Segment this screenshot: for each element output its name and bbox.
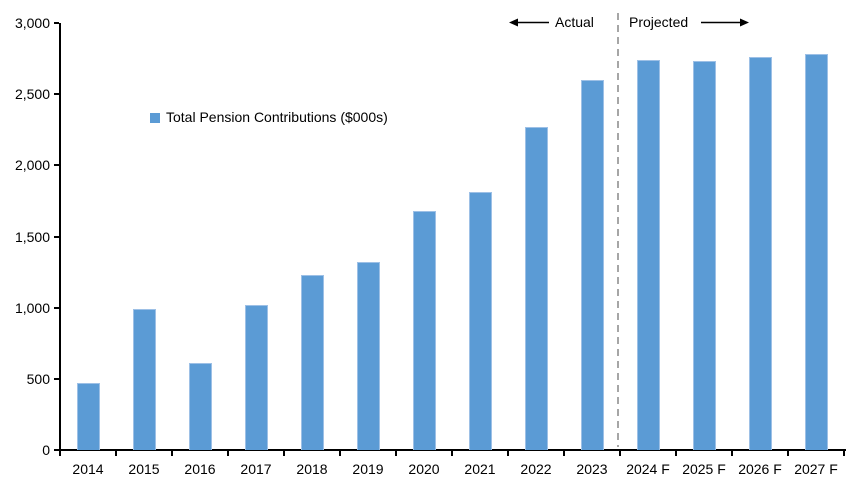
bar-2018 <box>300 274 324 450</box>
x-axis-tick <box>227 451 229 456</box>
bar-2024 F <box>636 60 660 450</box>
x-tick-label: 2018 <box>296 461 328 477</box>
x-axis-tick <box>619 451 621 456</box>
x-tick-label: 2025 F <box>682 461 726 477</box>
x-axis-tick <box>563 451 565 456</box>
x-tick-label: 2014 <box>72 461 104 477</box>
x-axis-tick <box>171 451 173 456</box>
y-axis-tick <box>54 22 59 24</box>
y-axis-tick <box>54 377 59 380</box>
x-tick-label: 2027 F <box>794 461 838 477</box>
y-axis-tick <box>54 235 59 238</box>
y-axis-tick <box>54 306 59 309</box>
bar-2014 <box>76 383 100 450</box>
y-tick-label: 1,000 <box>14 299 50 316</box>
y-axis-tick <box>54 164 59 167</box>
x-axis-tick <box>115 451 117 456</box>
x-axis-tick <box>451 451 453 456</box>
x-tick-label: 2016 <box>184 461 216 477</box>
x-axis-tick <box>395 451 397 456</box>
bar-2017 <box>244 304 268 450</box>
y-tick-label: 2,000 <box>14 157 50 174</box>
bar-2027 F <box>804 54 828 450</box>
bar-2023 <box>580 79 604 450</box>
x-tick-label: 2024 F <box>626 461 670 477</box>
bar-2020 <box>412 210 436 450</box>
actual-projected-divider-line <box>617 13 619 447</box>
y-tick-label: 2,500 <box>14 86 50 103</box>
x-tick-label: 2015 <box>128 461 160 477</box>
x-axis-line <box>59 449 846 451</box>
x-axis-tick <box>507 451 509 456</box>
bar-2025 F <box>692 61 716 450</box>
y-tick-label: 3,000 <box>14 15 50 31</box>
bar-2021 <box>468 192 492 450</box>
bar-2015 <box>132 309 156 450</box>
x-axis-tick <box>843 451 845 456</box>
x-axis-tick <box>283 451 285 456</box>
x-tick-label: 2022 <box>520 461 552 477</box>
x-tick-label: 2020 <box>408 461 440 477</box>
projected-right-arrow-icon <box>701 18 749 27</box>
y-tick-label: 0 <box>42 442 50 458</box>
legend-series-marker-icon <box>150 112 160 123</box>
actual-label: Actual <box>555 14 594 30</box>
x-axis-tick <box>339 451 341 456</box>
y-tick-label: 1,500 <box>14 228 50 245</box>
actual-left-arrow-icon <box>509 18 549 27</box>
legend-series-label: Total Pension Contributions ($000s) <box>166 109 388 125</box>
bar-2016 <box>188 363 212 450</box>
x-tick-label: 2017 <box>240 461 272 477</box>
x-tick-label: 2023 <box>576 461 608 477</box>
x-axis-tick <box>59 451 61 456</box>
bar-2026 F <box>748 57 772 450</box>
legend: Total Pension Contributions ($000s) <box>150 109 388 126</box>
x-axis-tick <box>675 451 677 456</box>
x-tick-label: 2026 F <box>738 461 782 477</box>
y-axis-tick <box>54 93 59 96</box>
x-axis-tick <box>731 451 733 456</box>
bar-2019 <box>356 262 380 450</box>
x-tick-label: 2021 <box>464 461 496 477</box>
projected-label: Projected <box>629 14 689 30</box>
x-axis-tick <box>787 451 789 456</box>
y-tick-label: 500 <box>26 370 50 387</box>
bar-2022 <box>524 126 548 450</box>
y-axis-tick <box>54 449 59 451</box>
x-tick-label: 2019 <box>352 461 384 477</box>
y-axis-line <box>59 23 61 451</box>
